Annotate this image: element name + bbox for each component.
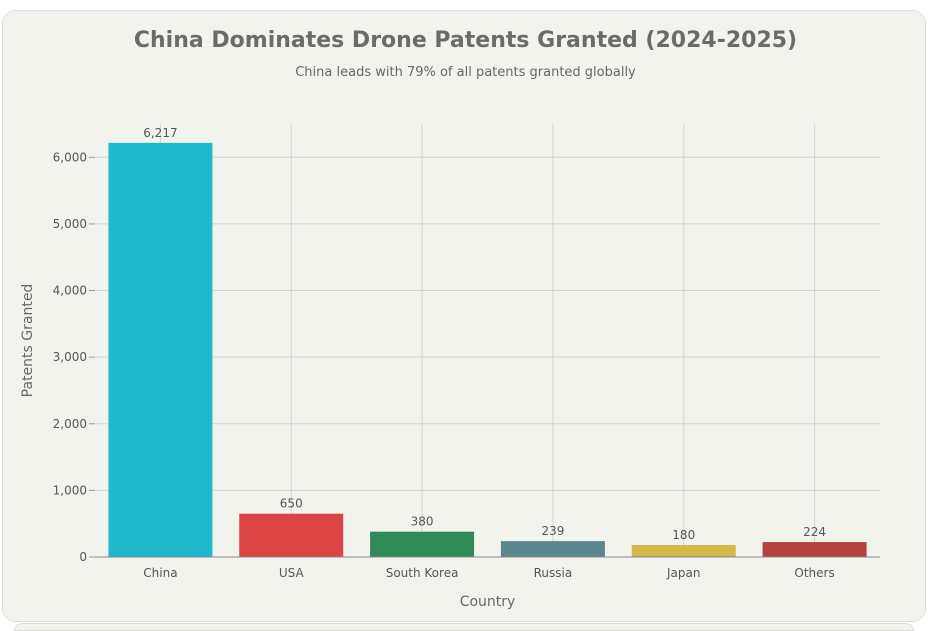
bar-usa[interactable] — [239, 513, 344, 557]
x-tick-label: China — [143, 566, 177, 580]
y-tick-label: 1,000 — [53, 483, 87, 497]
bar-others[interactable] — [762, 542, 867, 557]
bar-south-korea[interactable] — [370, 531, 475, 557]
y-tick-label: 4,000 — [53, 284, 87, 298]
x-tick-label: Others — [794, 566, 834, 580]
data-label: 180 — [672, 528, 695, 542]
bar-russia[interactable] — [500, 541, 605, 557]
chart-subtitle: China leads with 79% of all patents gran… — [295, 65, 636, 80]
y-tick-label: 0 — [79, 550, 87, 564]
y-tick-label: 6,000 — [53, 150, 87, 164]
chart-title: China Dominates Drone Patents Granted (2… — [133, 28, 798, 53]
data-label: 224 — [803, 525, 826, 539]
y-tick-label: 5,000 — [53, 217, 87, 231]
y-tick-label: 3,000 — [53, 350, 87, 364]
bar-japan[interactable] — [631, 545, 736, 557]
x-tick-label: USA — [279, 566, 305, 580]
data-label: 239 — [541, 524, 564, 538]
x-tick-label: South Korea — [386, 566, 459, 580]
y-tick-label: 2,000 — [53, 417, 87, 431]
y-axis-ticks: 0 1,000 2,000 3,000 4,000 5,000 6,000 — [53, 150, 95, 564]
x-axis-ticks: China USA South Korea Russia Japan Others — [143, 566, 834, 580]
y-axis-title: Patents Granted — [20, 284, 36, 398]
bar-china[interactable] — [108, 142, 213, 557]
data-labels: 6,217 650 380 239 180 224 — [143, 126, 826, 542]
data-label: 380 — [411, 515, 434, 529]
gridlines — [95, 124, 880, 558]
x-tick-label: Russia — [534, 566, 573, 580]
data-label: 650 — [280, 497, 303, 511]
bars — [108, 142, 867, 557]
data-label: 6,217 — [143, 126, 177, 140]
x-tick-label: Japan — [666, 566, 700, 580]
x-axis-title: Country — [460, 594, 516, 610]
